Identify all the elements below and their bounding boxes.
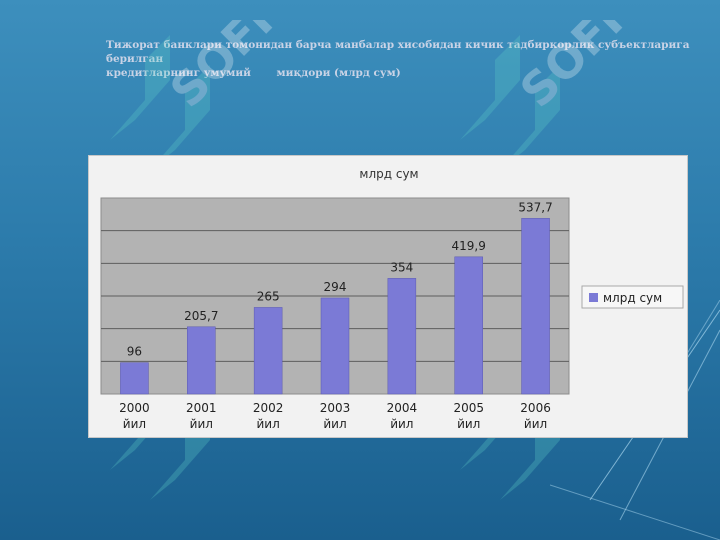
x-tick-label: йил xyxy=(457,417,480,431)
data-label: 265 xyxy=(257,289,280,303)
x-tick-label: йил xyxy=(190,417,213,431)
x-tick-label: йил xyxy=(257,417,280,431)
slide-title-line-1: Тижорат банклари томонидан барча манбала… xyxy=(106,39,690,65)
bar xyxy=(253,307,283,395)
data-label: 354 xyxy=(390,260,413,274)
bar xyxy=(120,362,149,395)
slide-title: Тижорат банклари томонидан барча манбала… xyxy=(106,38,696,80)
bar-chart: млрд сум 96 205,7 265 294 354 419,9 537,7 2000 йи… xyxy=(100,167,684,431)
chart-title: млрд сум xyxy=(359,167,418,181)
watermark-text: SOFF xyxy=(510,20,640,118)
x-tick-label: 2004 xyxy=(387,401,418,415)
chart-container: млрд сум 96 205,7 265 294 354 419,9 537,7 2000 йи… xyxy=(88,155,688,438)
x-tick-label: йил xyxy=(323,417,346,431)
data-label: 419,9 xyxy=(452,239,486,253)
watermark-logo-top-right: SOFF xyxy=(460,20,640,170)
bar xyxy=(187,326,216,395)
x-tick-label: йил xyxy=(123,417,146,431)
x-tick-label: йил xyxy=(390,417,413,431)
x-tick-label: йил xyxy=(524,417,547,431)
watermark-text: SOFF xyxy=(160,20,290,118)
legend-label: млрд сум xyxy=(603,291,662,305)
bar xyxy=(521,218,550,395)
x-tick-label: 2001 xyxy=(186,401,217,415)
x-tick-label: 2002 xyxy=(253,401,284,415)
data-label: 205,7 xyxy=(184,309,218,323)
data-label: 294 xyxy=(324,280,347,294)
bar xyxy=(387,278,417,395)
legend-swatch xyxy=(589,293,598,302)
x-tick-label: 2003 xyxy=(320,401,351,415)
data-label: 96 xyxy=(127,345,142,359)
bar xyxy=(454,256,483,395)
bar xyxy=(320,297,350,395)
legend: млрд сум xyxy=(581,285,684,309)
x-tick-label: 2000 xyxy=(119,401,150,415)
watermark-logo-top-left: SOFF xyxy=(110,20,290,170)
x-tick-label: 2006 xyxy=(520,401,551,415)
legend-box xyxy=(581,285,684,309)
data-label: 537,7 xyxy=(518,200,552,214)
slide-title-line-2: кредитларнинг умумий миқдори (млрд сум) xyxy=(106,67,401,79)
x-tick-label: 2005 xyxy=(453,401,484,415)
